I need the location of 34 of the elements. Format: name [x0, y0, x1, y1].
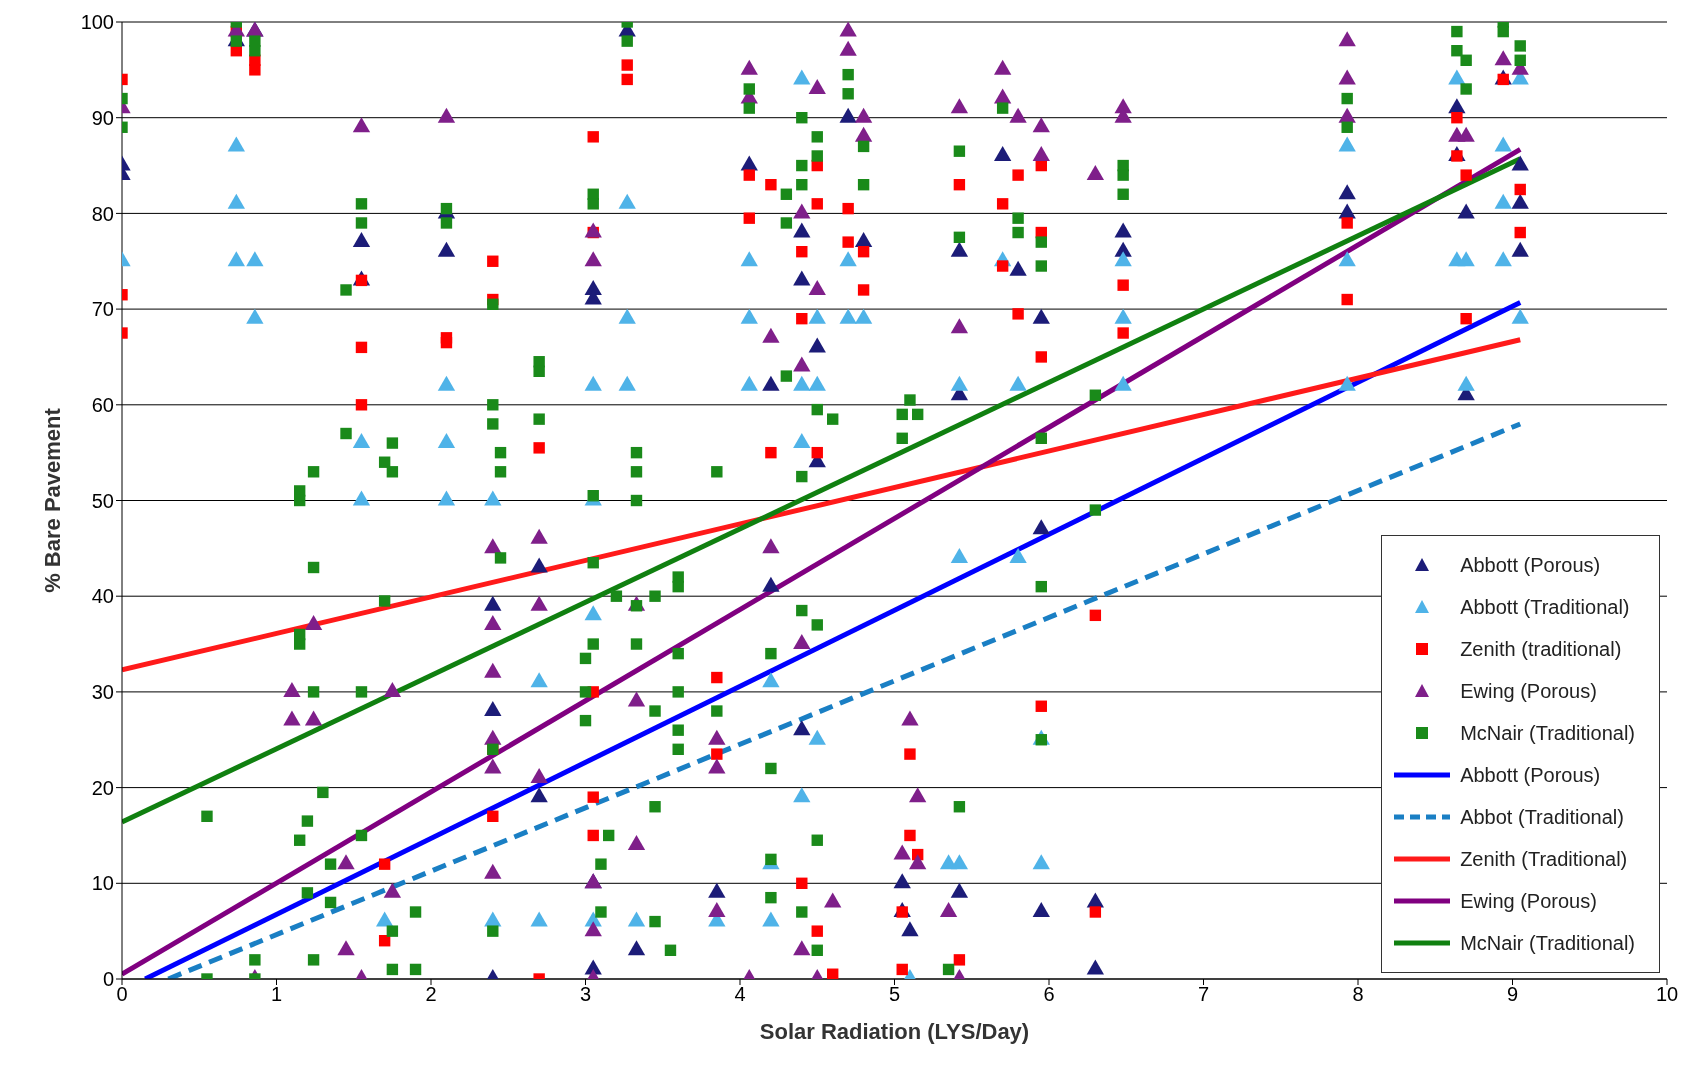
x-tick-label: 3 — [579, 983, 592, 1006]
legend-label: Zenith (traditional) — [1460, 637, 1622, 661]
x-tick-label: 0 — [116, 983, 128, 1006]
legend-label: Abbott (Porous) — [1460, 763, 1601, 787]
y-tick-label: 40 — [91, 585, 114, 608]
legend-label: Ewing (Porous) — [1460, 889, 1597, 913]
x-tick-label: 2 — [425, 983, 437, 1006]
x-tick-label: 10 — [1655, 983, 1679, 1006]
y-tick-label: 70 — [91, 298, 114, 321]
x-tick-label: 1 — [270, 983, 283, 1006]
x-tick-label: 4 — [734, 983, 746, 1006]
x-tick-label: 6 — [1043, 983, 1055, 1006]
x-axis-title: Solar Radiation (LYS/Day) — [759, 1019, 1030, 1044]
y-tick-label: 90 — [91, 106, 114, 129]
y-axis-title: % Bare Pavement — [39, 407, 65, 593]
x-tick-label: 8 — [1352, 983, 1364, 1006]
legend-label: Abbott (Traditional) — [1460, 595, 1630, 619]
y-tick-label: 50 — [91, 489, 114, 512]
x-tick-label: 5 — [888, 983, 901, 1006]
y-tick-label: 0 — [102, 968, 114, 991]
y-tick-label: 60 — [91, 393, 114, 416]
legend-label: McNair (Traditional) — [1460, 721, 1635, 745]
legend-label: Ewing (Porous) — [1460, 679, 1597, 703]
x-tick-label: 7 — [1197, 983, 1210, 1006]
y-tick-label: 20 — [91, 776, 114, 799]
legend-label: McNair (Traditional) — [1460, 931, 1635, 955]
legend-label: Zenith (Traditional) — [1460, 847, 1628, 871]
y-tick-label: 80 — [91, 202, 114, 225]
y-tick-label: 30 — [91, 681, 114, 703]
x-tick-label: 9 — [1506, 983, 1519, 1006]
legend-label: Abbot (Traditional) — [1460, 805, 1624, 829]
y-tick-label: 10 — [91, 872, 114, 895]
y-tick-label: 100 — [80, 11, 114, 34]
legend-label: Abbott (Porous) — [1460, 553, 1601, 577]
